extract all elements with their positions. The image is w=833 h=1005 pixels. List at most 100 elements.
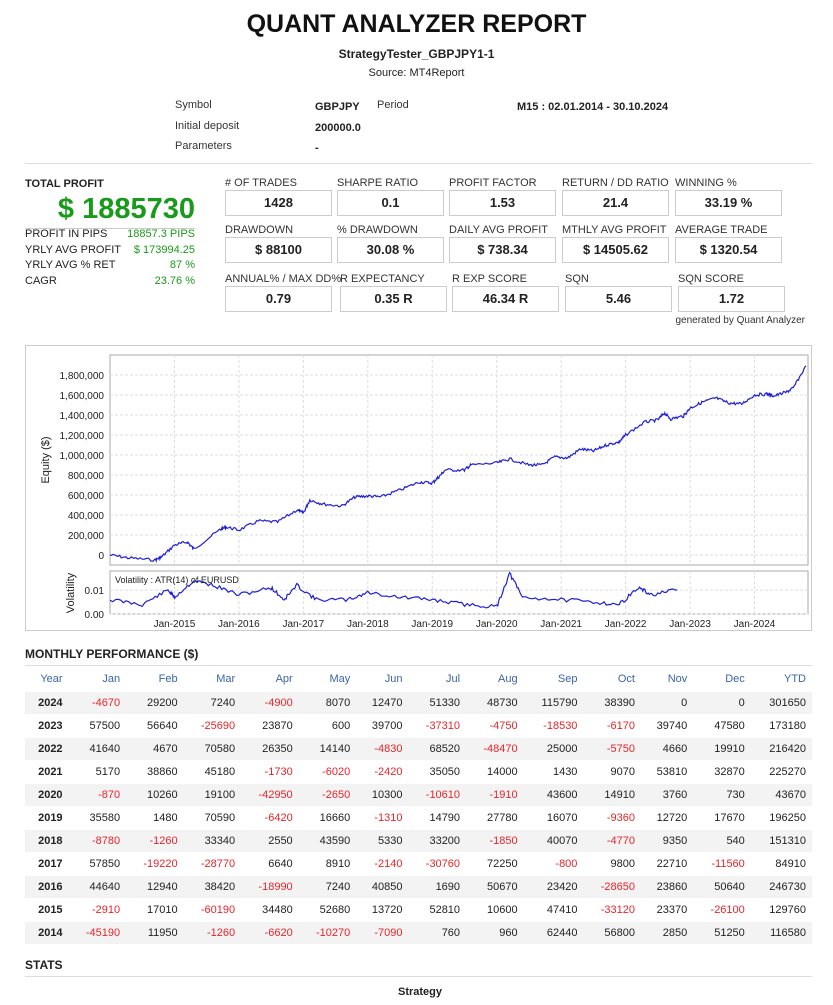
volatility-line — [109, 571, 678, 609]
x-tick-label: Jan-2015 — [154, 619, 196, 630]
value-cell: -1260 — [126, 828, 184, 852]
value-cell: 4660 — [640, 736, 694, 760]
value-cell: 33200 — [408, 828, 467, 852]
value-cell: 50670 — [466, 874, 524, 898]
value-cell: 38860 — [126, 759, 184, 783]
profit-summary-row: YRLY AVG % RET 87 % — [25, 259, 195, 271]
column-header: Mar — [216, 673, 236, 686]
value-cell: 33340 — [183, 828, 242, 852]
x-tick-label: Jan-2017 — [283, 619, 325, 630]
value-cell: 47410 — [523, 897, 584, 921]
profit-summary-key: CAGR — [25, 274, 57, 287]
stat-value-box: 0.35 R — [340, 286, 447, 312]
profit-summary-row: YRLY AVG PROFIT $ 173994.25 — [25, 244, 195, 256]
value-cell: 29200 — [126, 690, 184, 714]
period-label: Period — [377, 99, 409, 111]
value-cell: 16660 — [298, 805, 357, 829]
y-tick-label: 1,200,000 — [60, 431, 105, 442]
value-cell: 23870 — [241, 713, 299, 737]
profit-summary-key: YRLY AVG PROFIT — [25, 243, 121, 256]
value-cell: 56640 — [126, 713, 184, 737]
year-cell: 2017 — [25, 851, 69, 875]
value-cell: 115790 — [523, 690, 584, 714]
volatility-annotation: Volatility : ATR(14) of EURUSD — [115, 575, 239, 585]
stat-value-box: 1.53 — [449, 190, 556, 216]
column-header: Jan — [102, 673, 121, 686]
value-cell: -4770 — [583, 828, 641, 852]
year-cell: 2018 — [25, 828, 69, 852]
value-cell: 51330 — [408, 690, 467, 714]
period-value: M15 : 02.01.2014 - 30.10.2024 — [517, 101, 669, 113]
column-header: Nov — [667, 673, 688, 686]
value-cell: 38420 — [183, 874, 242, 898]
stat-value-box: $ 88100 — [225, 237, 332, 263]
divider — [25, 976, 812, 977]
value-cell: 0 — [693, 690, 751, 714]
value-cell: 17670 — [693, 805, 751, 829]
value-cell: 1430 — [523, 759, 584, 783]
strategy-name: StrategyTester_GBPJPY1-1 — [338, 47, 495, 61]
year-cell: 2015 — [25, 897, 69, 921]
table-row: 2016 44640 12940 38420 -18990 7240 40850 1690 50… — [25, 874, 812, 898]
y-axis-label: Volatility — [65, 572, 77, 613]
year-cell: 2014 — [25, 920, 69, 944]
stat-value-box: 46.34 R — [452, 286, 559, 312]
deposit-label: Initial deposit — [175, 120, 240, 132]
value-cell: -42950 — [241, 782, 299, 806]
column-header: Jun — [384, 673, 403, 686]
value-cell: -28650 — [583, 874, 641, 898]
value-cell: 50640 — [693, 874, 751, 898]
y-tick-label: 600,000 — [68, 491, 105, 502]
value-cell: -4750 — [466, 713, 524, 737]
total-profit-label: TOTAL PROFIT — [25, 178, 104, 190]
value-cell: -33120 — [583, 897, 641, 921]
value-cell: 216420 — [750, 736, 812, 760]
value-cell: -11560 — [693, 851, 751, 875]
value-cell: -10610 — [408, 782, 467, 806]
value-cell: -1260 — [183, 920, 242, 944]
table-row: 2017 57850 -19220 -28770 6640 8910 -2140 -30760… — [25, 851, 812, 875]
value-cell: -6420 — [241, 805, 299, 829]
value-cell: 41640 — [68, 736, 127, 760]
value-cell: 25000 — [523, 736, 584, 760]
value-cell: 48730 — [466, 690, 524, 714]
value-cell: 43590 — [298, 828, 357, 852]
value-cell: 39700 — [356, 713, 409, 737]
stat-label: DAILY AVG PROFIT — [449, 224, 549, 236]
value-cell: -6020 — [298, 759, 357, 783]
divider — [25, 163, 812, 164]
value-cell: 12470 — [356, 690, 409, 714]
x-tick-label: Jan-2024 — [734, 619, 776, 630]
y-tick-label: 0.01 — [85, 586, 105, 597]
stat-label: AVERAGE TRADE — [675, 224, 768, 236]
y-tick-label: 200,000 — [68, 531, 105, 542]
value-cell: 52680 — [298, 897, 357, 921]
stat-value-box: 33.19 % — [675, 190, 782, 216]
stat-label: SHARPE RATIO — [337, 177, 419, 189]
value-cell: -4670 — [68, 690, 127, 714]
value-cell: 40850 — [356, 874, 409, 898]
value-cell: 8070 — [298, 690, 357, 714]
value-cell: 16070 — [523, 805, 584, 829]
value-cell: 53810 — [640, 759, 694, 783]
y-tick-label: 1,000,000 — [60, 451, 105, 462]
value-cell: 960 — [466, 920, 524, 944]
x-tick-label: Jan-2021 — [540, 619, 582, 630]
value-cell: 35580 — [68, 805, 127, 829]
year-cell: 2023 — [25, 713, 69, 737]
value-cell: 9070 — [583, 759, 641, 783]
stat-value-box: 5.46 — [565, 286, 672, 312]
value-cell: 9800 — [583, 851, 641, 875]
value-cell: 23370 — [640, 897, 694, 921]
value-cell: 34480 — [241, 897, 299, 921]
year-cell: 2024 — [25, 690, 69, 714]
y-tick-label: 800,000 — [68, 471, 105, 482]
x-tick-label: Jan-2019 — [411, 619, 453, 630]
stats-title: STATS — [25, 958, 63, 972]
x-tick-label: Jan-2023 — [669, 619, 711, 630]
value-cell: 70580 — [183, 736, 242, 760]
profit-summary-row: PROFIT IN PIPS 18857.3 PIPS — [25, 228, 195, 240]
stat-label: SQN SCORE — [678, 273, 745, 285]
value-cell: -25690 — [183, 713, 242, 737]
x-tick-label: Jan-2018 — [347, 619, 389, 630]
